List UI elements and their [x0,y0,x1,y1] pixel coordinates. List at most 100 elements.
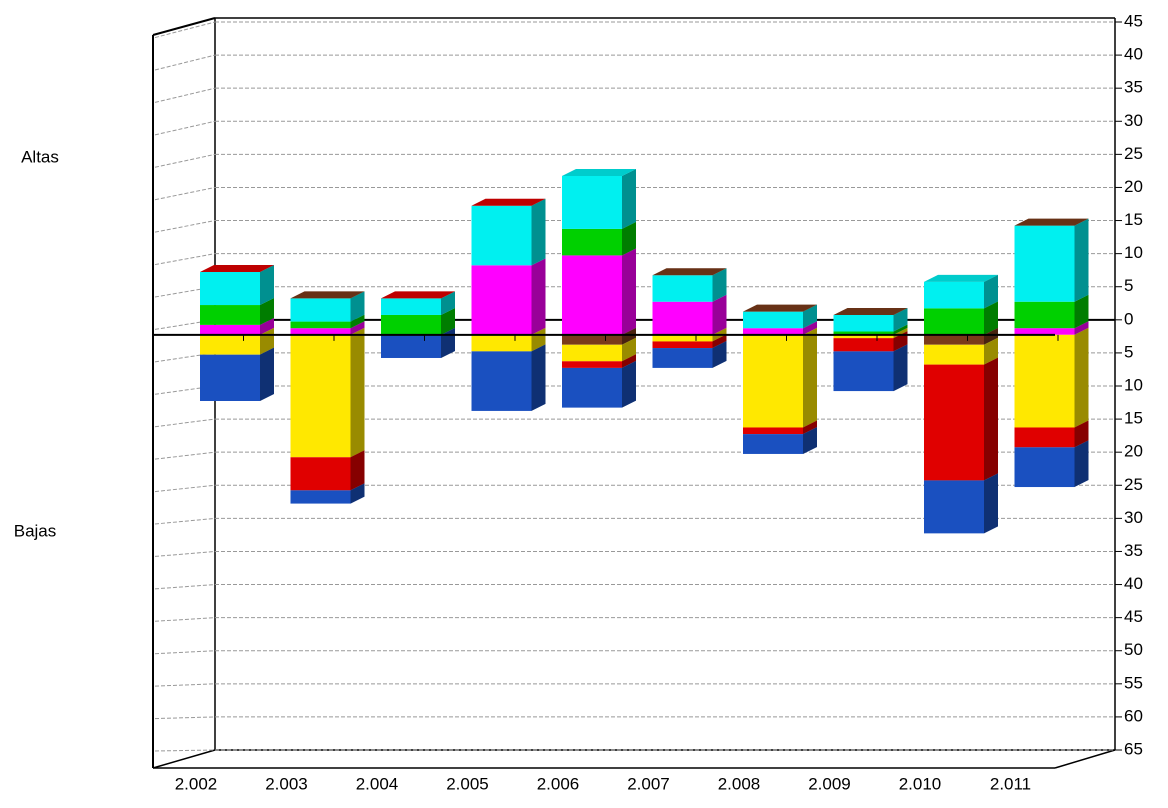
bar [471,351,532,411]
grid-line [154,617,216,622]
bar-side-shade [712,268,727,302]
bar [1014,427,1075,448]
wall-edge [152,17,216,36]
bar-side-shade [1074,321,1089,335]
annotation: Altas [21,147,59,166]
bar-side [893,324,908,335]
y-tick-label: 20 [1124,177,1143,196]
grid-line [154,21,216,39]
bar [924,308,984,335]
bar-side [803,327,817,428]
y-tick-label: 25 [1124,475,1143,494]
bar-side-shade [1074,327,1089,428]
bar-side [350,291,365,322]
grid-line [154,584,216,590]
bar-side-shade [531,258,546,335]
bar [381,334,441,358]
x-tick-label: 2.004 [356,774,399,793]
x-tick-label: 2.003 [265,774,308,793]
bar-top [471,198,546,206]
bar-top-shade [562,168,636,176]
bar-side [350,321,365,335]
bar-side-shade [350,314,365,329]
bar-side-shade [803,327,817,428]
bar [833,351,894,392]
bar-top [833,307,908,315]
bar [562,334,622,345]
bar-side [350,314,365,329]
y-tick-label: 10 [1124,375,1143,394]
grid-line [154,153,216,168]
y-tick-label: 45 [1124,11,1143,30]
bar-side [441,291,455,315]
bar [290,490,351,504]
y-tick-label: 20 [1124,442,1143,461]
bar-side-shade [622,354,636,368]
bar-side-shade [984,337,998,365]
y-tick-label: 60 [1124,706,1143,725]
y-tick-label: 5 [1124,276,1133,295]
bar-side-shade [350,450,365,491]
bar-side [893,344,908,392]
bar-side [260,347,274,401]
bar [562,255,622,335]
bar [833,331,894,335]
bar-side-shade [622,337,636,362]
x-tick-label: 2.010 [899,774,942,793]
bar-top-shade [471,198,546,206]
bar-side [622,360,636,408]
bar-top-shade [381,291,455,299]
bar-side-shade [803,427,817,454]
bar [1014,328,1075,335]
bar-side-shade [441,291,455,315]
bar-side-shade [350,327,365,458]
bar-side [803,304,817,329]
bar [290,334,351,458]
bar-side-shade [622,360,636,408]
y-tick-label: 35 [1124,541,1143,560]
grid-line [154,716,216,720]
bar-top [562,168,636,176]
bar [471,205,532,266]
bar [924,480,984,534]
bar-side [984,301,998,335]
bar-side-shade [984,327,998,345]
y-tick-label: 65 [1124,739,1143,758]
bar-side [712,334,727,349]
x-tick-label: 2.008 [718,774,761,793]
grid-line [154,749,216,752]
bar-side [1074,440,1089,488]
bar-side-shade [893,344,908,392]
bar-side [622,354,636,368]
bar-side-shade [350,291,365,322]
bar-side [893,331,908,352]
bar-side-shade [260,264,274,306]
bar-side-shade [984,357,998,481]
bar-side [531,327,546,352]
bar [652,334,713,342]
bar-side [531,344,546,411]
grid-line [154,253,216,266]
bar-side [1074,218,1089,302]
y-tick-label: 0 [1124,309,1133,328]
bar-top [743,304,817,312]
bar [1014,334,1075,428]
y-tick-label: 15 [1124,210,1143,229]
bar-side-shade [260,298,274,325]
bar [924,334,984,345]
bar-top-shade [290,291,365,299]
bar-side [712,268,727,302]
grid-line [154,418,216,428]
bar-side [984,274,998,309]
bar-side-shade [350,483,365,504]
bar [833,314,894,332]
bar-side-shade [984,301,998,335]
bar-side-shade [441,307,455,335]
bar-side-shade [622,327,636,345]
bar-top-shade [200,264,274,272]
y-tick-label: 5 [1124,342,1133,361]
bar-side [984,327,998,345]
bar [200,271,260,306]
bar [200,334,260,355]
bar-side [622,327,636,345]
